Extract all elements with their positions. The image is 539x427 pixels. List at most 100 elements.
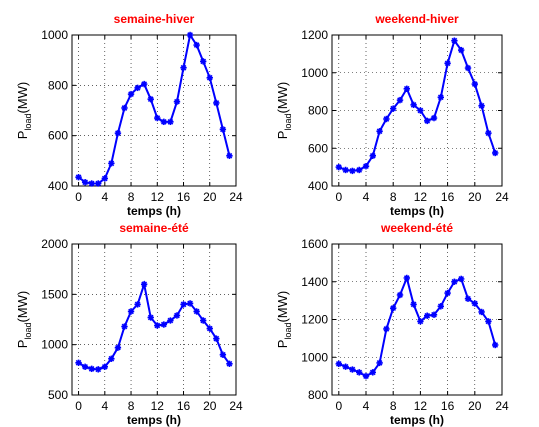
data-point: [430, 114, 438, 122]
series-line: [78, 280, 231, 371]
data-point: [75, 359, 82, 366]
x-tick-label: 4: [101, 399, 108, 413]
x-tick-label: 20: [203, 399, 217, 413]
chart-panel-2: 0 4 8 12 16 20 24 500 1000 1500 2000 semaine-été tem…: [15, 221, 243, 427]
data-point: [121, 323, 128, 330]
data-point: [140, 281, 148, 288]
data-point: [206, 74, 213, 81]
chart-panel-0: 0 4 8 12 16 20 24 400 600 800 1000 semaine-hiver tem…: [15, 12, 243, 218]
y-axis-label-main: P: [275, 340, 290, 349]
chart-title: semaine-hiver: [114, 12, 195, 26]
chart-title: weekend-hiver: [374, 12, 459, 26]
data-point: [81, 179, 89, 186]
data-point: [219, 126, 227, 133]
data-point: [369, 369, 376, 376]
data-point: [485, 318, 492, 325]
y-tick-label: 1200: [301, 28, 328, 42]
data-point: [390, 105, 397, 112]
x-tick-label: 16: [177, 399, 191, 413]
data-point: [167, 317, 174, 324]
x-tick-label: 4: [101, 190, 108, 204]
y-tick-label: 1500: [41, 287, 68, 301]
data-point: [127, 308, 135, 315]
x-tick-label: 0: [335, 190, 342, 204]
y-axis-label: Pload(MW): [275, 82, 293, 139]
y-tick-label: 1000: [41, 338, 68, 352]
y-tick-label: 800: [48, 78, 68, 92]
y-axis-label: Pload(MW): [275, 291, 293, 348]
x-tick-label: 8: [128, 190, 135, 204]
data-point: [147, 95, 154, 103]
data-point: [417, 318, 424, 325]
y-tick-label: 400: [308, 179, 328, 193]
data-point: [417, 107, 424, 114]
x-tick-label: 24: [495, 190, 509, 204]
x-tick-label: 20: [203, 190, 217, 204]
data-point: [458, 46, 465, 54]
y-axis-label-main: P: [15, 340, 30, 349]
y-axis-label-unit: (MW): [275, 82, 290, 114]
data-point: [173, 312, 181, 319]
data-point: [342, 166, 349, 174]
data-point: [362, 372, 370, 380]
data-point: [134, 84, 141, 92]
data-point: [410, 301, 417, 308]
data-point: [471, 300, 478, 307]
data-point: [160, 321, 168, 328]
x-tick-label: 20: [468, 190, 482, 204]
data-point: [108, 160, 115, 167]
data-point: [437, 94, 444, 101]
y-tick-label: 1000: [41, 28, 68, 42]
x-tick-label: 24: [229, 399, 243, 413]
data-point: [206, 325, 213, 332]
data-point: [121, 104, 128, 112]
data-point: [154, 322, 161, 329]
data-point: [451, 37, 458, 44]
y-tick-label: 1000: [301, 66, 328, 80]
data-point: [200, 58, 207, 65]
data-point: [101, 175, 108, 182]
series-line: [77, 32, 231, 185]
data-point: [127, 90, 135, 98]
series-line: [338, 274, 497, 378]
data-point: [478, 308, 485, 316]
x-tick-label: 0: [75, 190, 82, 204]
data-point: [437, 303, 444, 310]
series-line: [338, 38, 497, 172]
y-tick-label: 1200: [301, 313, 328, 327]
data-point: [349, 366, 356, 373]
data-point: [101, 363, 108, 371]
x-axis-label: temps (h): [127, 413, 181, 427]
x-tick-label: 0: [75, 399, 82, 413]
y-axis-label: Pload(MW): [15, 82, 33, 139]
y-axis-label-main: P: [15, 131, 30, 140]
x-tick-label: 16: [441, 399, 455, 413]
data-point: [114, 129, 122, 137]
x-tick-label: 20: [468, 399, 482, 413]
data-point: [356, 369, 363, 376]
data-point: [154, 114, 161, 122]
data-point: [335, 360, 342, 368]
data-point: [471, 80, 478, 88]
data-point: [160, 118, 168, 126]
y-axis-label-sub: load: [23, 323, 33, 340]
data-point: [335, 163, 342, 171]
data-point: [186, 31, 194, 39]
y-tick-label: 2000: [41, 237, 68, 251]
x-tick-label: 8: [128, 399, 135, 413]
x-axis-label: temps (h): [390, 413, 444, 427]
data-point: [362, 162, 370, 170]
data-point: [342, 363, 349, 370]
data-point: [88, 365, 95, 373]
y-tick-label: 500: [48, 388, 68, 402]
x-tick-label: 0: [335, 399, 342, 413]
data-point: [213, 335, 220, 342]
x-tick-label: 24: [495, 399, 509, 413]
y-axis-label-unit: (MW): [275, 291, 290, 323]
chart-panel-1: 0 4 8 12 16 20 24 400 600 800 1000 1200 weekend-hive…: [275, 12, 509, 218]
data-point: [383, 115, 390, 123]
data-point: [180, 64, 187, 71]
y-tick-label: 600: [48, 129, 68, 143]
y-tick-label: 1600: [301, 237, 328, 251]
data-point: [95, 366, 102, 373]
